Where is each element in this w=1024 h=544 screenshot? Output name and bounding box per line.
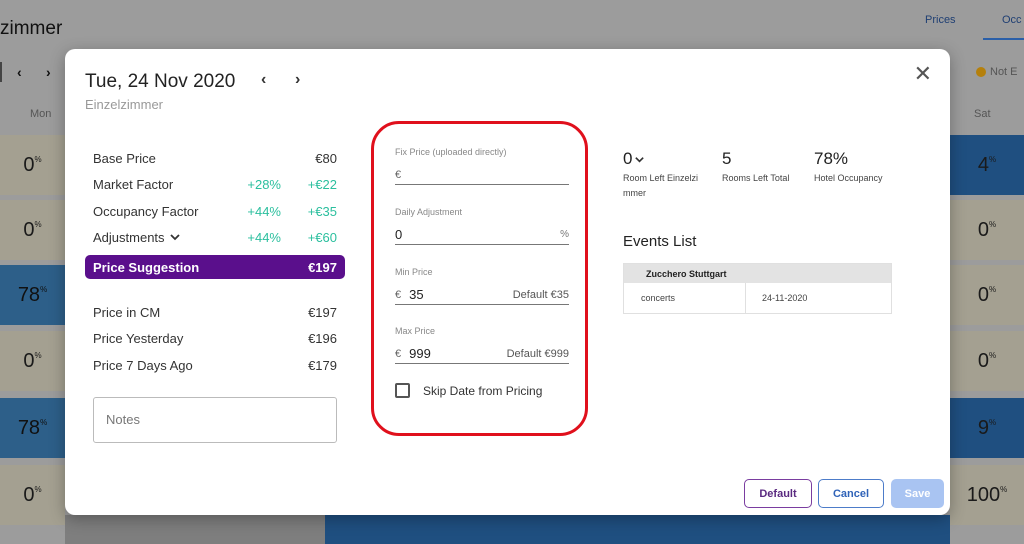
calendar-cell[interactable]: 0% (950, 331, 1024, 391)
chevron-down-icon[interactable] (169, 231, 181, 243)
calendar-cell[interactable]: 0% (950, 200, 1024, 260)
calendar-cell[interactable]: 0% (0, 465, 65, 525)
highlight-ring (371, 121, 588, 436)
modal-date-title: Tue, 24 Nov 2020 (85, 71, 236, 92)
price-row-occupancy-factor: Occupancy Factor +44% +€35 (93, 203, 337, 219)
skip-date-checkbox[interactable] (395, 383, 410, 398)
events-list-title: Events List (623, 233, 697, 250)
price-row-cm: Price in CM €197 (93, 304, 337, 320)
event-header: Zucchero Stuttgart (624, 264, 891, 283)
price-suggestion-row: Price Suggestion €197 (85, 255, 345, 279)
min-price-field[interactable]: Min Price € 35 Default €35 (395, 267, 569, 305)
calendar-cell[interactable]: 0% (0, 200, 65, 260)
page-title: zimmer (0, 18, 63, 39)
stat-hotel-occupancy: 78% Hotel Occupancy (814, 149, 883, 183)
prev-date-icon[interactable]: ‹ (261, 71, 267, 88)
calendar-cell (325, 515, 950, 544)
calendar-prev-icon[interactable]: ‹ (17, 64, 22, 80)
price-row-7-days-ago: Price 7 Days Ago €179 (93, 357, 337, 373)
skip-date-label: Skip Date from Pricing (423, 383, 543, 398)
calendar-cell[interactable]: 78% (0, 265, 65, 325)
toolbar-divider (0, 62, 2, 82)
day-header-sat: Sat (974, 108, 991, 120)
calendar-cell[interactable]: 78% (0, 398, 65, 458)
default-button[interactable]: Default (744, 479, 812, 508)
legend-label: Not E (990, 66, 1018, 78)
stat-room-left: 0 Room Left Einzelzi mmer (623, 149, 699, 198)
close-icon[interactable]: ✕ (913, 61, 932, 86)
tab-occupancy[interactable]: Occ (1002, 14, 1022, 26)
chevron-down-icon[interactable] (634, 154, 645, 165)
table-row: concerts 24-11-2020 (624, 283, 891, 313)
daily-adjustment-input[interactable]: 0 (395, 227, 403, 242)
next-date-icon[interactable]: › (295, 71, 301, 88)
stat-rooms-left-total: 5 Rooms Left Total (722, 149, 790, 183)
price-row-base: Base Price €80 (93, 150, 337, 166)
calendar-cell[interactable]: 0% (0, 135, 65, 195)
active-tab-indicator (983, 38, 1024, 40)
events-table: Zucchero Stuttgart concerts 24-11-2020 (623, 263, 892, 314)
calendar-cell[interactable]: 9% (950, 398, 1024, 458)
price-row-market-factor: Market Factor +28% +€22 (93, 176, 337, 192)
cancel-button[interactable]: Cancel (818, 479, 884, 508)
calendar-cell[interactable]: 4% (950, 135, 1024, 195)
daily-adjustment-field[interactable]: Daily Adjustment 0 % (395, 207, 569, 245)
calendar-cell[interactable]: 100% (950, 465, 1024, 525)
calendar-cell (65, 515, 325, 544)
adjustments-label: Adjustments (93, 229, 165, 245)
legend-dot-icon (976, 67, 986, 77)
day-header-mon: Mon (30, 108, 52, 120)
save-button[interactable]: Save (891, 479, 944, 508)
room-type-label: Einzelzimmer (85, 97, 164, 112)
calendar-cell[interactable]: 0% (0, 331, 65, 391)
max-price-input[interactable]: 999 (409, 346, 431, 361)
tab-prices[interactable]: Prices (925, 14, 956, 26)
fix-price-field[interactable]: Fix Price (uploaded directly) € (395, 147, 569, 185)
calendar-next-icon[interactable]: › (46, 64, 51, 80)
max-price-field[interactable]: Max Price € 999 Default €999 (395, 326, 569, 364)
price-row-adjustments[interactable]: Adjustments +44% +€60 (93, 229, 337, 245)
price-row-yesterday: Price Yesterday €196 (93, 330, 337, 346)
calendar-cell[interactable]: 0% (950, 265, 1024, 325)
notes-field[interactable]: Notes (93, 397, 337, 443)
price-detail-modal: ✕ Tue, 24 Nov 2020 ‹ › Einzelzimmer Base… (65, 49, 950, 515)
min-price-input[interactable]: 35 (409, 287, 424, 302)
skip-date-option[interactable]: Skip Date from Pricing (395, 383, 542, 398)
